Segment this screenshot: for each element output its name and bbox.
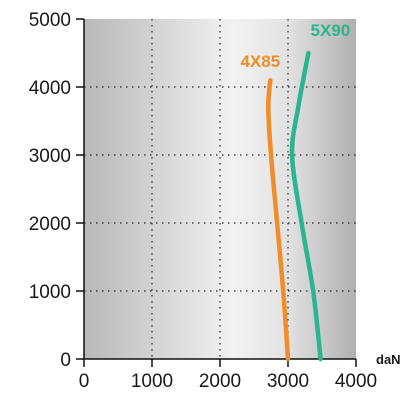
x-tick-label: 1000 xyxy=(131,371,173,392)
y-tick-label: 0 xyxy=(60,350,71,371)
series-group: 4X85 5X90 xyxy=(240,21,351,362)
tick-labels: 0 1000 2000 3000 4000 5000 0 1000 2000 3000 4000 xyxy=(29,10,377,392)
series-label-0: 4X85 xyxy=(240,52,280,71)
y-tick-label: 2000 xyxy=(29,214,71,235)
x-tick-label: 4000 xyxy=(335,371,377,392)
x-unit-label: daN xyxy=(376,352,401,367)
y-tick-label: 5000 xyxy=(29,10,71,31)
x-tick-label: 2000 xyxy=(199,371,241,392)
x-tick-label: 0 xyxy=(79,371,90,392)
series-line-1 xyxy=(289,50,323,362)
y-tick-label: 1000 xyxy=(29,282,71,303)
series-label-1: 5X90 xyxy=(311,21,351,40)
y-tick-label: 3000 xyxy=(29,146,71,167)
x-tick-label: 3000 xyxy=(267,371,309,392)
grid xyxy=(84,19,356,359)
series-line-0 xyxy=(266,77,291,362)
y-tick-label: 4000 xyxy=(29,78,71,99)
axes xyxy=(76,18,357,367)
